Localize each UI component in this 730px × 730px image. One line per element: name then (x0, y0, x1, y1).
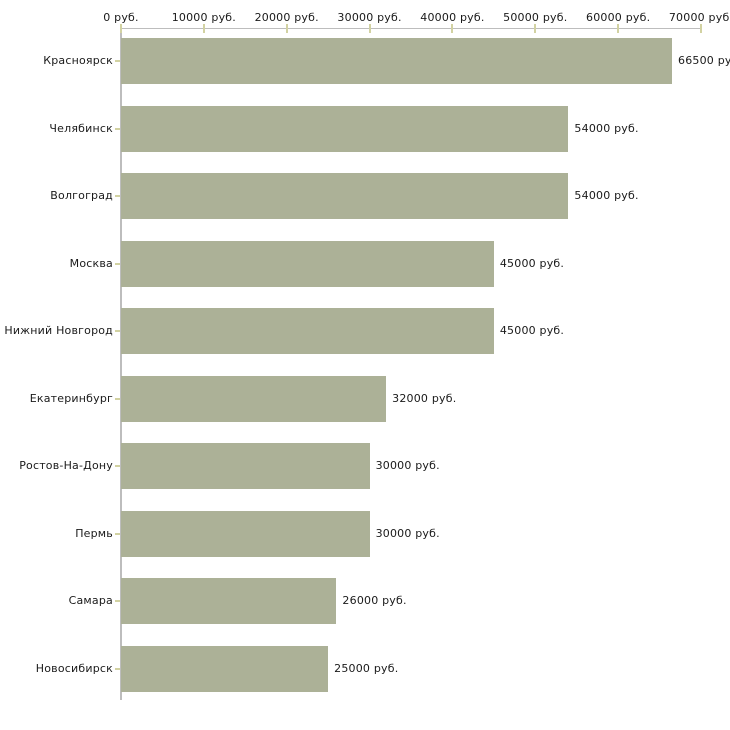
y-axis-tick (115, 600, 120, 602)
x-axis-tick-label: 0 руб. (103, 11, 139, 24)
bar-value-label: 26000 руб. (342, 594, 407, 607)
bar-value-label: 66500 руб. (678, 54, 730, 67)
x-axis-tick (368, 24, 371, 33)
x-axis-tick (451, 24, 454, 33)
y-axis-tick (115, 127, 120, 130)
category-label: Самара (68, 594, 113, 607)
category-label: Нижний Новгород (4, 324, 113, 337)
bar (121, 308, 494, 354)
bar (121, 105, 569, 152)
bar (121, 443, 370, 489)
y-axis-tick (115, 262, 120, 265)
x-axis-tick-label: 60000 руб. (586, 11, 651, 24)
bar-value-label: 54000 руб. (574, 121, 639, 135)
bar (121, 240, 494, 287)
x-axis-tick (120, 24, 122, 33)
y-axis-tick (115, 397, 120, 400)
x-axis-tick (202, 24, 205, 33)
x-axis-tick-label: 10000 руб. (171, 11, 236, 24)
bar (121, 578, 337, 624)
y-axis-tick (115, 465, 120, 467)
bar (121, 173, 569, 219)
x-axis-tick (534, 24, 537, 33)
y-axis-line (120, 28, 122, 700)
bar-value-label: 32000 руб. (392, 391, 457, 405)
category-label: Волгоград (50, 189, 113, 202)
category-label: Челябинск (49, 121, 113, 135)
x-axis-tick-label: 30000 руб. (337, 11, 402, 24)
x-axis-tick (285, 24, 288, 33)
category-label: Новосибирск (35, 661, 113, 675)
x-axis-line (121, 28, 702, 29)
bar-value-label: 54000 руб. (574, 189, 639, 202)
bar (121, 375, 387, 422)
category-label: Екатеринбург (29, 391, 113, 405)
bar-value-label: 45000 руб. (499, 256, 565, 270)
bar (121, 38, 672, 84)
category-label: Пермь (75, 526, 113, 540)
x-axis-tick-label: 70000 руб. (668, 11, 730, 24)
x-axis-tick-label: 20000 руб. (254, 11, 319, 24)
category-label: Ростов-На-Дону (19, 459, 113, 472)
bar-value-label: 45000 руб. (499, 324, 565, 337)
x-axis-tick (617, 24, 620, 33)
bar-value-label: 30000 руб. (375, 459, 440, 472)
x-axis-tick-label: 50000 руб. (503, 11, 568, 24)
category-label: Москва (69, 256, 113, 270)
bar (121, 645, 329, 692)
bar-value-label: 25000 руб. (334, 661, 399, 675)
y-axis-tick (115, 60, 120, 62)
y-axis-tick (115, 330, 120, 332)
category-label: Красноярск (43, 54, 113, 67)
y-axis-tick (115, 532, 120, 535)
x-axis-tick (700, 24, 702, 33)
bar-value-label: 30000 руб. (375, 526, 440, 540)
y-axis-tick (115, 195, 120, 197)
y-axis-tick (115, 667, 120, 670)
bar (121, 510, 370, 557)
x-axis-tick-label: 40000 руб. (420, 11, 485, 24)
